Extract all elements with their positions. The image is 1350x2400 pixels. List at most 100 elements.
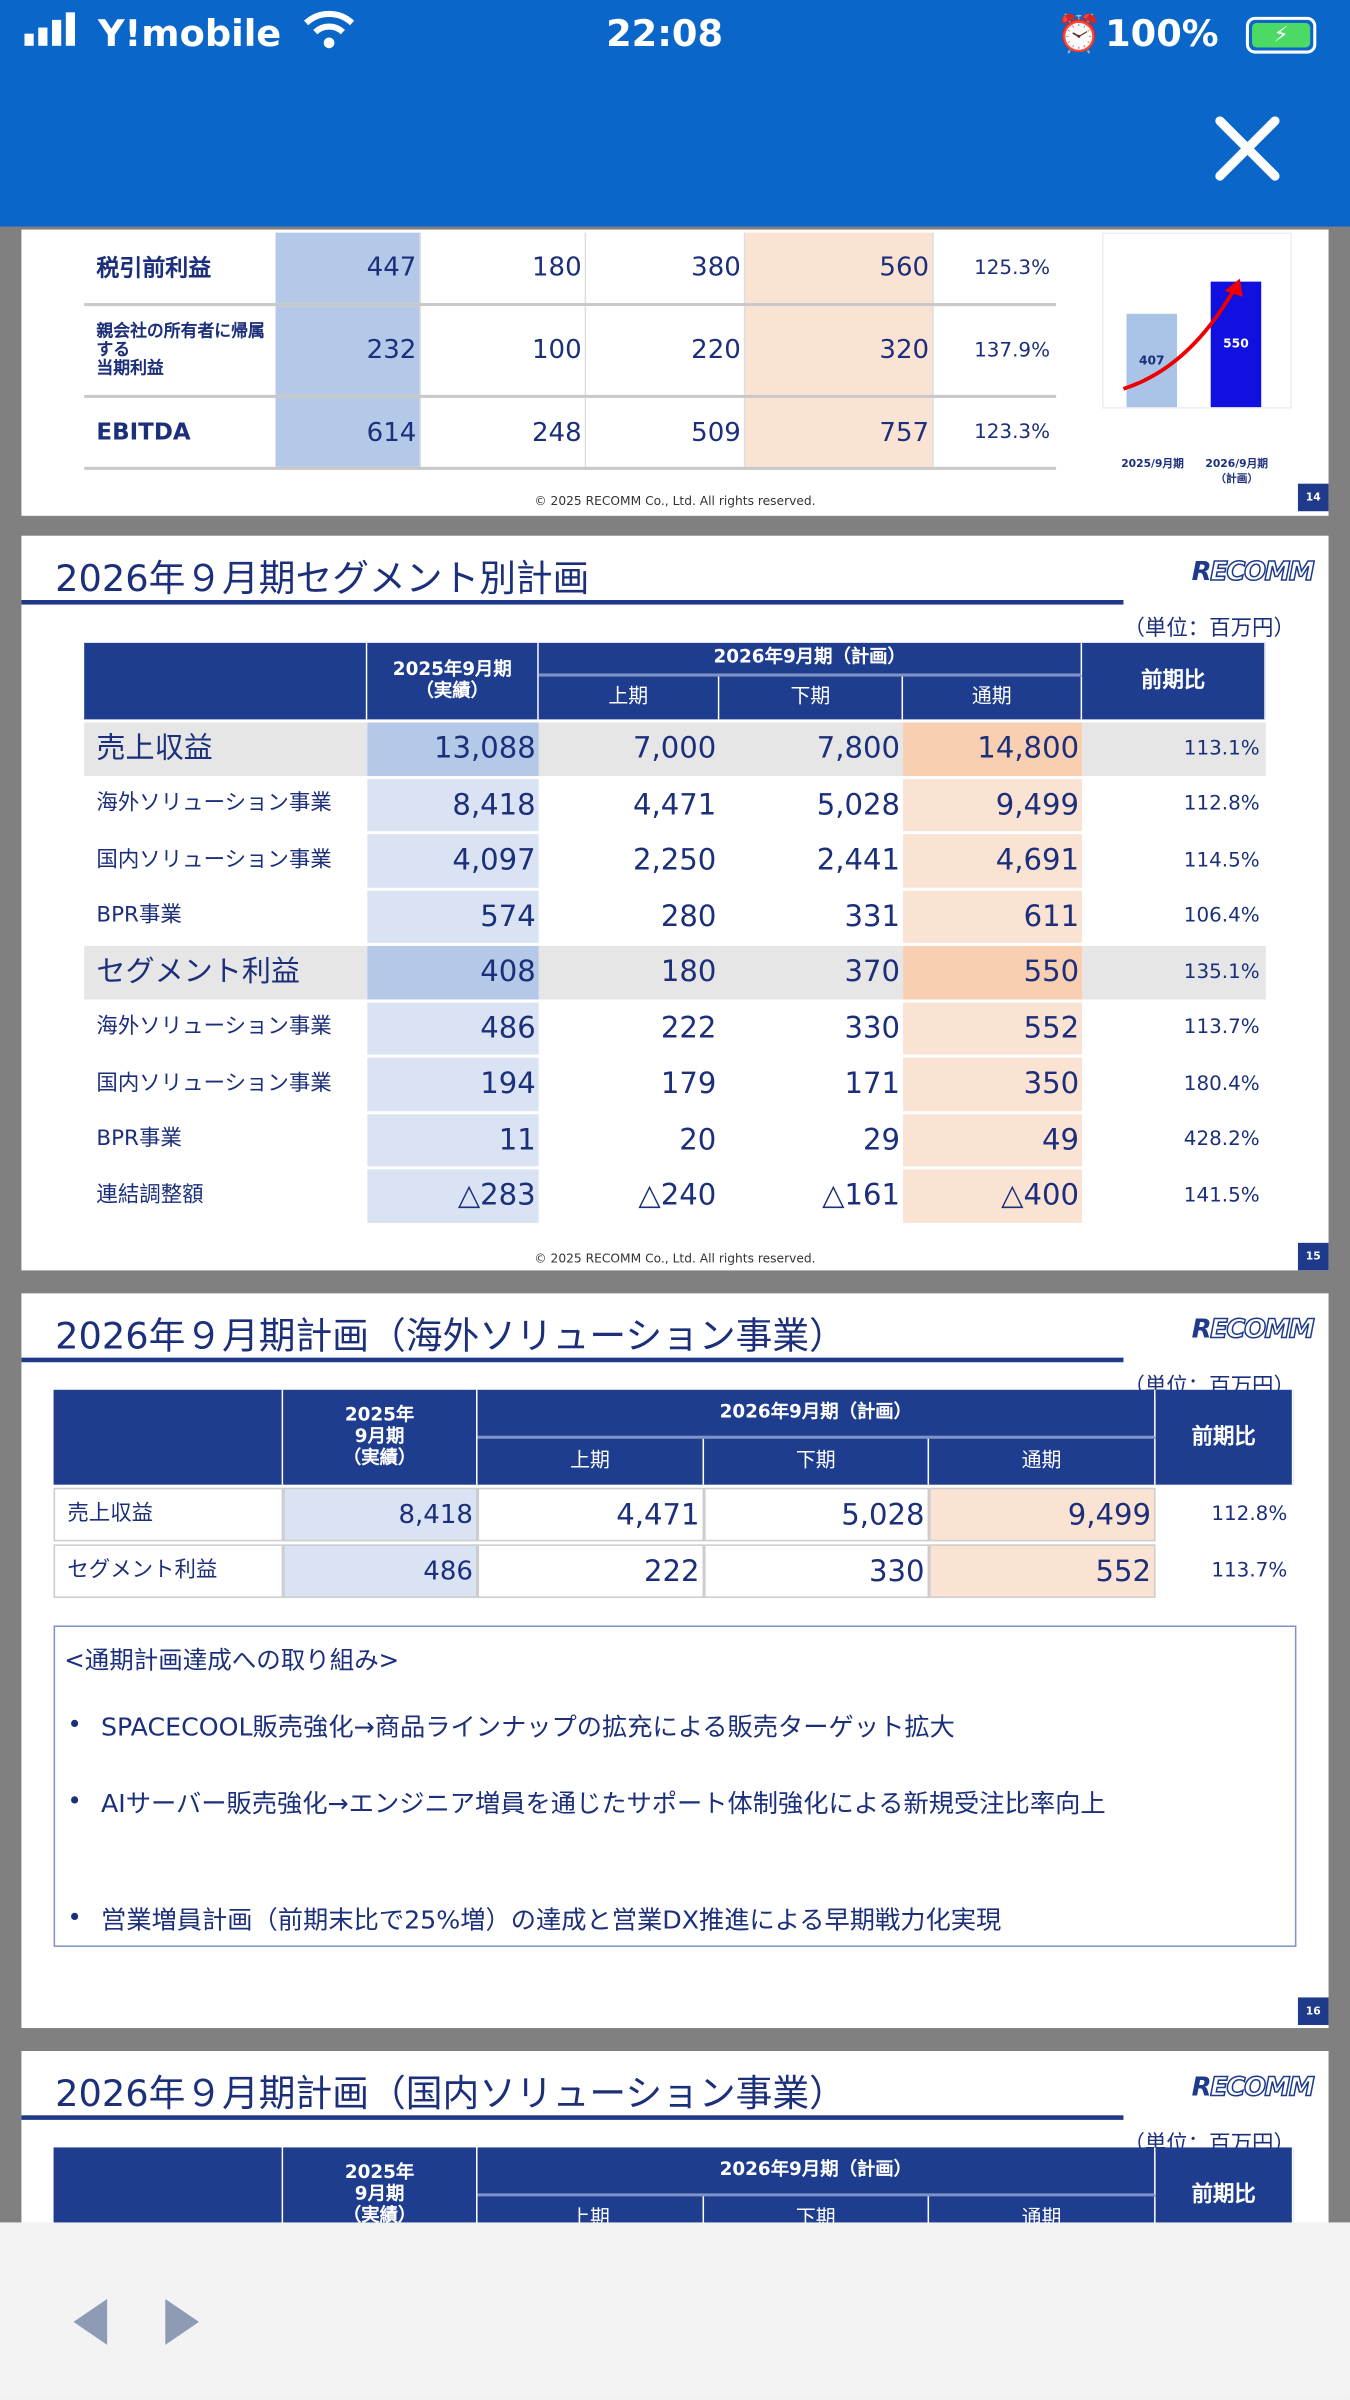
row-value: △161: [719, 1169, 904, 1223]
header-blank: [53, 2147, 284, 2235]
close-icon[interactable]: [1214, 115, 1281, 182]
row-value: △400: [903, 1169, 1083, 1223]
header-ratio: 前期比: [1082, 642, 1266, 720]
row-value: 2,441: [719, 834, 904, 887]
bullet-dot: •: [67, 1902, 82, 1932]
row-value: 4,691: [903, 834, 1083, 887]
slide-title: 2026年９月期セグメント別計画: [55, 557, 590, 600]
page-number: 14: [1297, 483, 1329, 512]
browser-toolbar: [0, 2222, 1350, 2400]
row-ratio: 428.2%: [1082, 1113, 1266, 1167]
battery-icon: ⚡: [1245, 16, 1317, 54]
row-label: セグメント利益: [84, 945, 368, 999]
row-value: 320: [745, 306, 934, 395]
row-value: 350: [903, 1057, 1083, 1111]
row-value: 20: [538, 1113, 720, 1167]
row-divider: [84, 394, 1057, 398]
row-value: △240: [538, 1169, 720, 1223]
title-rule: [21, 1357, 1124, 1363]
row-value: 180: [420, 232, 587, 304]
header-h2: 下期: [719, 676, 904, 720]
row-ratio: 113.1%: [1082, 722, 1266, 776]
row-ratio: 114.5%: [1082, 834, 1266, 887]
bullet-item: 営業増員計画（前期末比で25%増）の達成と営業DX推進による早期戦力化実現: [101, 1905, 1002, 1935]
row-value: 2,250: [538, 834, 720, 887]
row-value: 171: [719, 1057, 904, 1111]
header-plan: 2026年9月期（計画）: [477, 2147, 1156, 2197]
header-ratio: 前期比: [1155, 1389, 1294, 1485]
header-blank: [84, 642, 368, 720]
back-icon[interactable]: [73, 2298, 108, 2345]
header-prev-year: 2025年9月期 （実績）: [367, 642, 539, 720]
slide-14: 税引前利益 447 180 380 560 125.3% 親会社の所有者に帰属する 当期利益…: [21, 229, 1329, 516]
row-value: 408: [367, 945, 539, 999]
wifi-icon: [303, 9, 355, 58]
row-label: 国内ソリューション事業: [84, 834, 368, 887]
recomm-logo: RECOMM: [1191, 556, 1316, 588]
header-plan: 2026年9月期（計画）: [477, 1389, 1156, 1439]
row-label: 国内ソリューション事業: [84, 1057, 368, 1111]
row-label: 連結調整額: [84, 1169, 368, 1223]
row-value: 4,097: [367, 834, 539, 887]
row-value: 380: [586, 232, 746, 304]
row-value: 49: [903, 1113, 1083, 1167]
row-divider: [84, 466, 1057, 470]
row-value: 222: [538, 1001, 720, 1055]
row-value: 486: [367, 1001, 539, 1055]
row-value: 370: [719, 945, 904, 999]
row-ratio: 125.3%: [974, 256, 1050, 280]
row-label: 親会社の所有者に帰属する 当期利益: [96, 321, 265, 379]
header-prev-year: 2025年 9月期 （実績）: [283, 1389, 478, 1485]
bullet-item: SPACECOOL販売強化→商品ラインナップの拡充による販売ターゲット拡大: [101, 1712, 955, 1742]
bullet-dot: •: [67, 1786, 82, 1816]
row-ratio: 180.4%: [1082, 1057, 1266, 1111]
row-value: 550: [903, 945, 1083, 999]
row-value: 330: [704, 1544, 930, 1598]
title-rule: [21, 599, 1124, 605]
chart-category: 2026/9月期 （計画）: [1205, 457, 1269, 486]
header-ratio: 前期比: [1155, 2147, 1294, 2235]
row-value: 248: [420, 397, 587, 467]
row-value: 7,800: [719, 722, 904, 776]
row-ratio: 135.1%: [1082, 945, 1266, 999]
header-full: 通期: [903, 676, 1083, 720]
row-value: 9,499: [929, 1487, 1156, 1542]
row-value: 280: [538, 890, 720, 943]
row-value: 179: [538, 1057, 720, 1111]
row-value: 5,028: [719, 778, 904, 832]
header-h1: 上期: [538, 676, 720, 720]
row-value: 4,471: [538, 778, 720, 832]
row-value: 13,088: [367, 722, 539, 776]
battery-percent: 100%: [1105, 12, 1219, 56]
page-number: 15: [1297, 1242, 1329, 1271]
slide-16: 2026年９月期計画（海外ソリューション事業） RECOMM （単位：百万円） 202…: [21, 1293, 1329, 2029]
row-value: 8,418: [367, 778, 539, 832]
chart-category: 2025/9月期: [1121, 457, 1184, 470]
slide-15: 2026年９月期セグメント別計画 RECOMM （単位：百万円） 2025年9月期 （…: [21, 535, 1329, 1271]
row-label: 売上収益: [53, 1487, 284, 1542]
row-value: 552: [929, 1544, 1156, 1598]
row-value: 9,499: [903, 778, 1083, 832]
row-ratio: 112.8%: [1155, 1487, 1294, 1542]
row-value: 614: [275, 397, 421, 467]
carrier: Y!mobile: [97, 12, 282, 56]
row-value: △283: [367, 1169, 539, 1223]
row-label: BPR事業: [84, 1113, 368, 1167]
row-value: 330: [719, 1001, 904, 1055]
row-ratio: 123.3%: [974, 420, 1050, 444]
row-label: 海外ソリューション事業: [84, 1001, 368, 1055]
forward-icon[interactable]: [165, 2298, 199, 2345]
row-ratio: 137.9%: [974, 339, 1050, 362]
row-value: 4,471: [477, 1487, 705, 1542]
bullet-dot: •: [67, 1709, 82, 1739]
row-ratio: 113.7%: [1155, 1544, 1294, 1598]
row-value: 331: [719, 890, 904, 943]
row-value: 8,418: [283, 1487, 478, 1542]
row-label: セグメント利益: [53, 1544, 284, 1598]
row-value: 574: [367, 890, 539, 943]
row-ratio: 141.5%: [1082, 1169, 1266, 1223]
row-value: 757: [745, 397, 934, 467]
chart-bar: 407: [1126, 313, 1178, 408]
chart-area: [1102, 232, 1292, 409]
